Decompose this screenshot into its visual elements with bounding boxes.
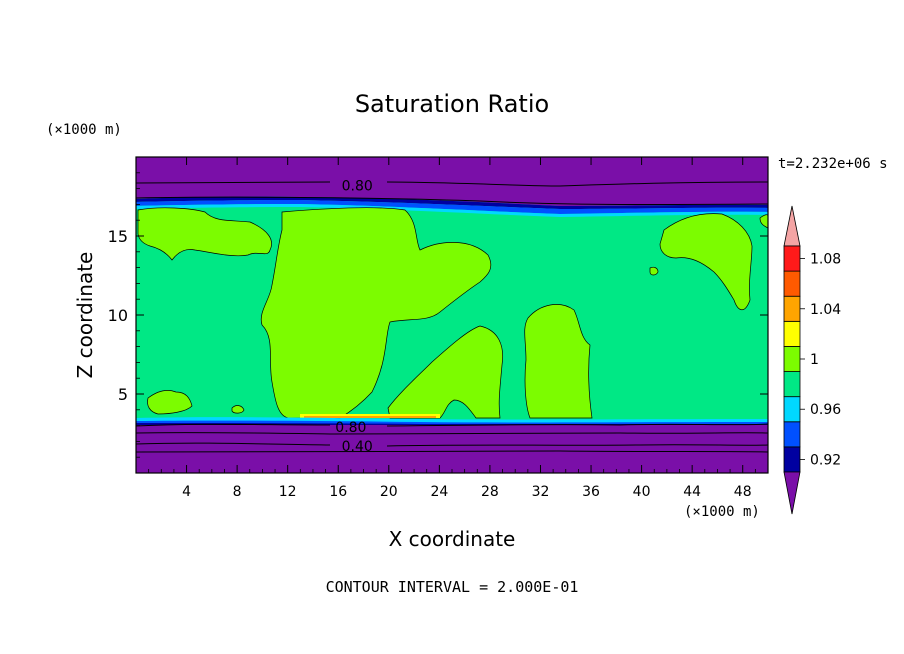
top-navy-band [136, 196, 768, 209]
contour-top-080 [136, 181, 768, 187]
bottom-purple-band [136, 425, 768, 473]
top-blue-band [136, 200, 768, 214]
contour-bottom-low [136, 450, 768, 453]
top-cyan-band [136, 204, 768, 217]
x-tick-label: 24 [430, 484, 448, 500]
chart-title: Saturation Ratio [355, 90, 549, 118]
patch-center-right-cloud [387, 325, 504, 419]
colorbar-swatch [783, 320, 801, 347]
y-axis: 5 10 15 [108, 172, 768, 458]
colorbar-swatch [783, 295, 801, 322]
x-tick-label: 32 [532, 484, 550, 500]
x-axis: 4 8 12 16 20 24 28 32 36 40 44 48 [148, 157, 756, 500]
y-tick-label: 5 [118, 385, 128, 404]
colorbar-swatch [783, 270, 801, 297]
colorbar-swatch [783, 421, 801, 448]
contour-lines [136, 181, 768, 453]
x-unit-label: (×1000 m) [684, 504, 760, 520]
surface-orange-strip [304, 416, 436, 418]
patch-edge-right [759, 214, 768, 229]
y-axis-label: Z coordinate [73, 252, 97, 379]
patch-left-cloud [137, 207, 272, 261]
patch-speck [649, 266, 659, 276]
x-tick-label: 28 [481, 484, 499, 500]
x-tick-label: 16 [329, 484, 347, 500]
colorbar-tick-label: 1 [810, 352, 819, 368]
contour-bottom-040 [136, 442, 768, 447]
contour-interval-note: CONTOUR INTERVAL = 2.000E-01 [326, 578, 579, 596]
x-tick-label: 8 [233, 484, 242, 500]
patch-far-right-cloud [659, 213, 753, 311]
contour-label: 0.80 [342, 178, 373, 194]
y-tick-label: 15 [108, 227, 128, 246]
x-axis-label: X coordinate [389, 527, 516, 551]
contour-bottom-080 [136, 423, 768, 427]
colorbar-swatch [783, 396, 801, 423]
plot-area: 0.80 0.80 0.40 [136, 157, 768, 473]
x-tick-label: 12 [279, 484, 297, 500]
time-label: t=2.232e+06 s [778, 156, 888, 172]
colorbar-tick-label: 0.96 [810, 402, 841, 418]
x-tick-label: 44 [683, 484, 701, 500]
patch-central-cloud [260, 207, 492, 419]
colorbar-swatch [783, 346, 801, 372]
contour-top-upper [136, 196, 768, 206]
contour-labels: 0.80 0.80 0.40 [335, 178, 372, 455]
contour-label: 0.80 [335, 420, 366, 436]
contour-bottom-mid [136, 432, 768, 435]
x-tick-label: 20 [380, 484, 398, 500]
y-unit-label: (×1000 m) [46, 122, 122, 138]
y-tick-label: 10 [108, 306, 128, 325]
colorbar-tick-label: 1.08 [810, 252, 841, 268]
colorbar-swatch [783, 371, 801, 398]
patch-low-left [147, 390, 193, 415]
contour-label: 0.40 [342, 439, 373, 455]
colorbar-tick-label: 0.92 [810, 452, 841, 468]
colorbar: 0.92 0.96 1 1.04 1.08 [783, 205, 841, 515]
x-tick-label: 4 [182, 484, 191, 500]
x-tick-label: 40 [633, 484, 651, 500]
patch-right-cloud [524, 304, 593, 419]
colorbar-swatch [783, 245, 801, 272]
x-tick-label: 48 [734, 484, 752, 500]
x-tick-label: 36 [582, 484, 600, 500]
top-purple-band [136, 157, 768, 206]
colorbar-extend-max [783, 205, 801, 247]
colorbar-swatch [783, 446, 801, 473]
colorbar-extend-min [783, 471, 801, 515]
colorbar-tick-label: 1.04 [810, 302, 841, 318]
patch-low-small [231, 405, 245, 414]
